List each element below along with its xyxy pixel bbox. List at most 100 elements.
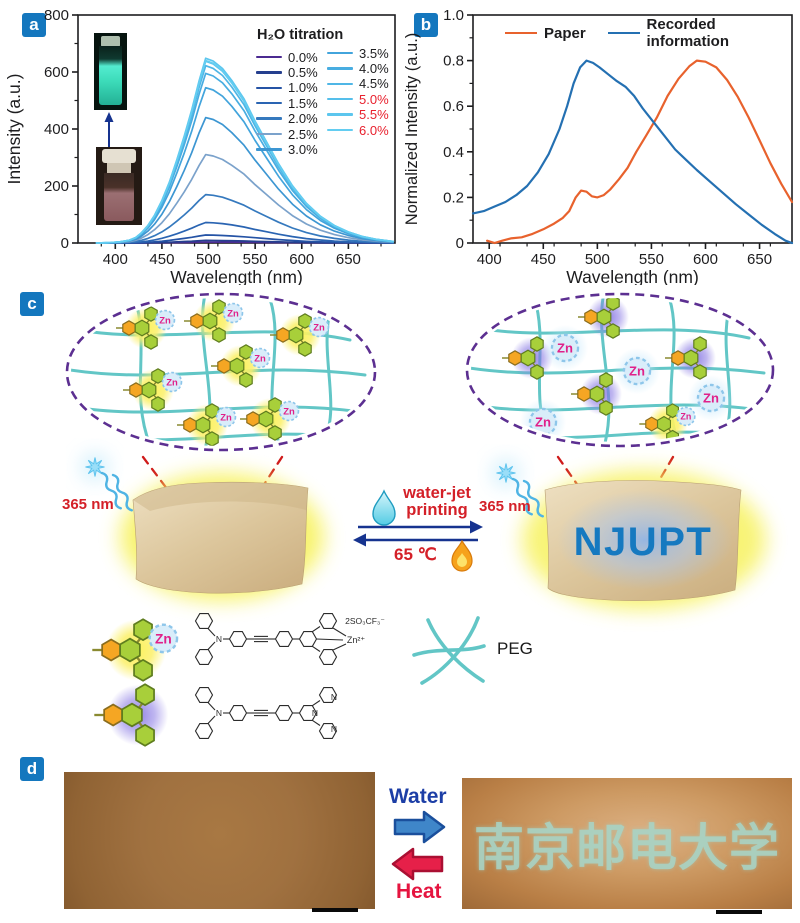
y-tick-label: 200 <box>44 178 69 195</box>
legend-entry-label: Paper <box>544 24 586 42</box>
legend-entry-label: 2.0% <box>288 111 318 127</box>
panel-label-c: c <box>20 292 44 316</box>
atom-n: N <box>216 634 222 644</box>
zn-label: Zn <box>166 377 178 388</box>
dye-molecule-yellow: Zn <box>270 313 330 357</box>
zn-badge: Zn <box>161 371 183 393</box>
zn-badge: Zn <box>519 398 567 442</box>
dye-molecule-yellow: Zn <box>92 618 179 682</box>
zn-label: Zn <box>535 415 551 430</box>
zn-label: Zn <box>629 364 645 379</box>
scale-bar-right <box>716 910 762 914</box>
zn-label: Zn <box>159 315 171 326</box>
zn-badge: Zn <box>541 324 589 372</box>
y-tick-label: 0.8 <box>443 53 464 70</box>
legend-a-title: H₂O titration <box>257 27 344 43</box>
cuvette-body <box>104 173 134 221</box>
panel-label-b: b <box>414 13 438 37</box>
zn-label: Zn <box>557 341 573 356</box>
legend-a-entry: 5.5% <box>327 107 389 122</box>
peg-network <box>471 298 766 442</box>
legend-entry-label: 1.0% <box>288 80 318 96</box>
x-tick-label: 400 <box>477 251 502 268</box>
legend-b-entry: Recorded information <box>608 16 800 50</box>
peg-label: PEG <box>497 639 533 658</box>
waterjet-printing-label: water-jet printing <box>390 485 484 519</box>
x-axis-title: Wavelength (nm) <box>170 267 303 285</box>
legend-a-entry: 3.5% <box>327 45 389 61</box>
cuvette-photo-dark <box>96 147 142 225</box>
y-tick-label: 1.0 <box>443 7 464 24</box>
legend-entry-label: 3.5% <box>359 45 389 61</box>
legend-line-swatch <box>505 31 537 35</box>
dye-molecule-purple <box>502 336 553 380</box>
zn-label: Zn <box>313 322 325 333</box>
dye-molecule-purple <box>571 372 622 416</box>
dye-molecule-purple <box>665 336 716 380</box>
dye-molecule-yellow: Zn <box>639 403 696 442</box>
legend-line-swatch <box>608 31 640 35</box>
y-axis-title: Normalized Intensity (a.u.) <box>403 33 421 226</box>
x-tick-label: 450 <box>149 251 174 268</box>
zn-badge: Zn <box>154 309 176 331</box>
zn-label: Zn <box>227 308 239 319</box>
flame-icon <box>451 539 473 572</box>
heat-arrow-icon <box>391 847 444 881</box>
legend-b-entry: Paper <box>505 24 586 42</box>
legend-line-swatch <box>256 117 282 120</box>
y-tick-label: 0.6 <box>443 98 464 115</box>
x-tick-label: 650 <box>336 251 361 268</box>
cuvette-neck <box>107 163 131 173</box>
legend-entry-label: 3.0% <box>288 141 318 157</box>
x-tick-label: 650 <box>747 251 772 268</box>
y-tick-label: 400 <box>44 121 69 138</box>
legend-line-swatch <box>256 148 282 151</box>
legend-entry-label: 1.5% <box>288 95 318 111</box>
legend-line-swatch <box>256 71 282 74</box>
zn-label: Zn <box>254 353 266 364</box>
panel-label-a: a <box>22 13 46 37</box>
y-axis-title: Intensity (a.u.) <box>4 74 24 185</box>
legend-line-swatch <box>327 82 353 86</box>
x-tick-label: 400 <box>103 251 128 268</box>
legend-line-swatch <box>327 128 353 132</box>
cuvette-cap <box>102 149 136 163</box>
legend-line-swatch <box>327 97 353 101</box>
series-0.5% <box>95 239 394 244</box>
y-tick-label: 0 <box>456 235 464 252</box>
dye-molecule-yellow: Zn <box>211 344 271 388</box>
panel-label-d: d <box>20 757 44 781</box>
atom-n: N <box>312 708 318 718</box>
legend-entry-label: 0.0% <box>288 49 318 65</box>
zn-label: Zn <box>155 631 172 646</box>
y-tick-label: 0.4 <box>443 144 464 161</box>
legend-line-swatch <box>256 55 282 59</box>
gel-closeup-emissive: Zn Zn Zn Zn Zn Zn Zn <box>65 292 377 452</box>
x-tick-label: 600 <box>289 251 314 268</box>
legend-a-entry: 0.0% <box>256 49 318 65</box>
gel-paper-blank <box>120 473 324 601</box>
series-Recorded information <box>471 59 794 245</box>
legend-line-swatch <box>256 132 282 136</box>
zn-badge: Zn <box>148 623 179 654</box>
njupt-text: NJUPT <box>574 520 713 564</box>
peg-network <box>71 298 367 446</box>
dye-molecule-yellow: Zn <box>116 306 176 350</box>
dye-molecule-yellow: Zn <box>240 397 300 441</box>
legend-line-swatch <box>256 86 282 90</box>
legend-line-swatch <box>327 67 353 70</box>
legend-entry-label: 6.0% <box>359 122 389 138</box>
printed-information-text: 南京邮电大学 <box>474 819 780 876</box>
waterjet-line2: printing <box>406 501 468 519</box>
legend-a-entry: 5.0% <box>327 91 389 107</box>
legend-entry-label: 5.0% <box>359 91 389 107</box>
gel-paper-recorded: NJUPT <box>522 470 766 610</box>
legend-line-swatch <box>327 113 353 116</box>
legend-entry-label: 0.5% <box>288 64 318 80</box>
zn-badge: Zn <box>308 316 330 338</box>
dye-molecule-yellow: Zn <box>123 368 183 412</box>
dye-molecule-purple <box>578 298 629 339</box>
atom-n: N <box>331 724 337 734</box>
zn-badge: Zn <box>222 302 244 324</box>
dye-molecule-yellow: Zn <box>184 299 244 343</box>
